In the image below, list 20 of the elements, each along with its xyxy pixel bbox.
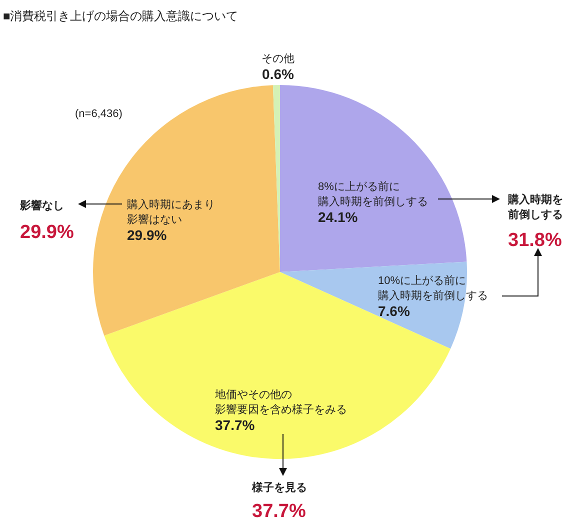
pie-slice <box>280 85 467 272</box>
data-label: 29.9% <box>127 227 168 243</box>
chart-title: ■消費税引き上げの場合の購入意識について <box>3 8 238 25</box>
data-label: 37.7% <box>215 417 256 433</box>
text: 37.7% <box>252 501 306 522</box>
text: 29.9% <box>20 222 74 243</box>
slice-label: 8%に上がる前に購入時期を前倒しする <box>318 180 428 208</box>
text: 影響なし <box>19 199 64 212</box>
slice-label: 購入時期にあまり影響はない <box>127 198 215 226</box>
text: (n=6,436) <box>75 108 122 120</box>
text: 購入時期を前倒しする <box>507 193 563 221</box>
text: 31.8% <box>508 230 562 251</box>
slice-label: 10%に上がる前に購入時期を前倒しする <box>378 274 488 302</box>
data-label: 24.1% <box>318 209 358 225</box>
text: 様子を見る <box>251 481 307 494</box>
slice-label: 地価やその他の影響要因を含め様子をみる <box>214 388 347 416</box>
pie-slice <box>280 262 467 349</box>
data-label: 7.6% <box>378 303 410 319</box>
slice-label: その他 <box>262 53 294 65</box>
data-label: 0.6% <box>262 66 294 82</box>
